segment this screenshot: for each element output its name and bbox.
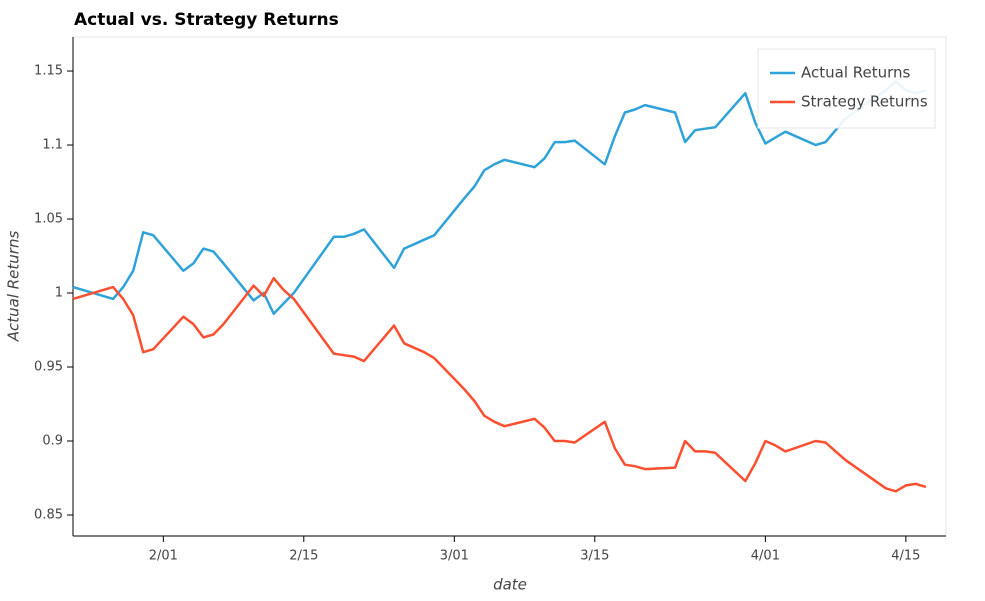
x-tick-label: 3/15: [580, 549, 609, 564]
y-tick-label: 1.1: [42, 138, 63, 153]
x-tick-label: 2/15: [289, 549, 318, 564]
x-tick-label: 3/01: [440, 549, 469, 564]
y-tick-label: 0.9: [42, 433, 63, 448]
x-tick-label: 4/01: [751, 549, 780, 564]
data-line: [72, 80, 927, 315]
y-tick-label: 0.85: [34, 507, 63, 522]
x-axis-label: date: [493, 576, 527, 594]
y-axis-label: Actual Returns: [5, 231, 23, 343]
chart-title: Actual vs. Strategy Returns: [74, 10, 339, 30]
x-tick-label: 4/15: [891, 549, 920, 564]
legend-label: Actual Returns: [801, 64, 911, 82]
y-tick-label: 1.05: [34, 212, 63, 227]
legend-box: [757, 48, 936, 129]
x-tick-label: 2/01: [149, 549, 178, 564]
data-line: [72, 276, 927, 493]
y-tick-label: 0.95: [34, 360, 63, 375]
y-tick-label: 1: [55, 286, 63, 301]
y-tick-label: 1.15: [34, 64, 63, 79]
legend-label: Strategy Returns: [801, 93, 928, 111]
